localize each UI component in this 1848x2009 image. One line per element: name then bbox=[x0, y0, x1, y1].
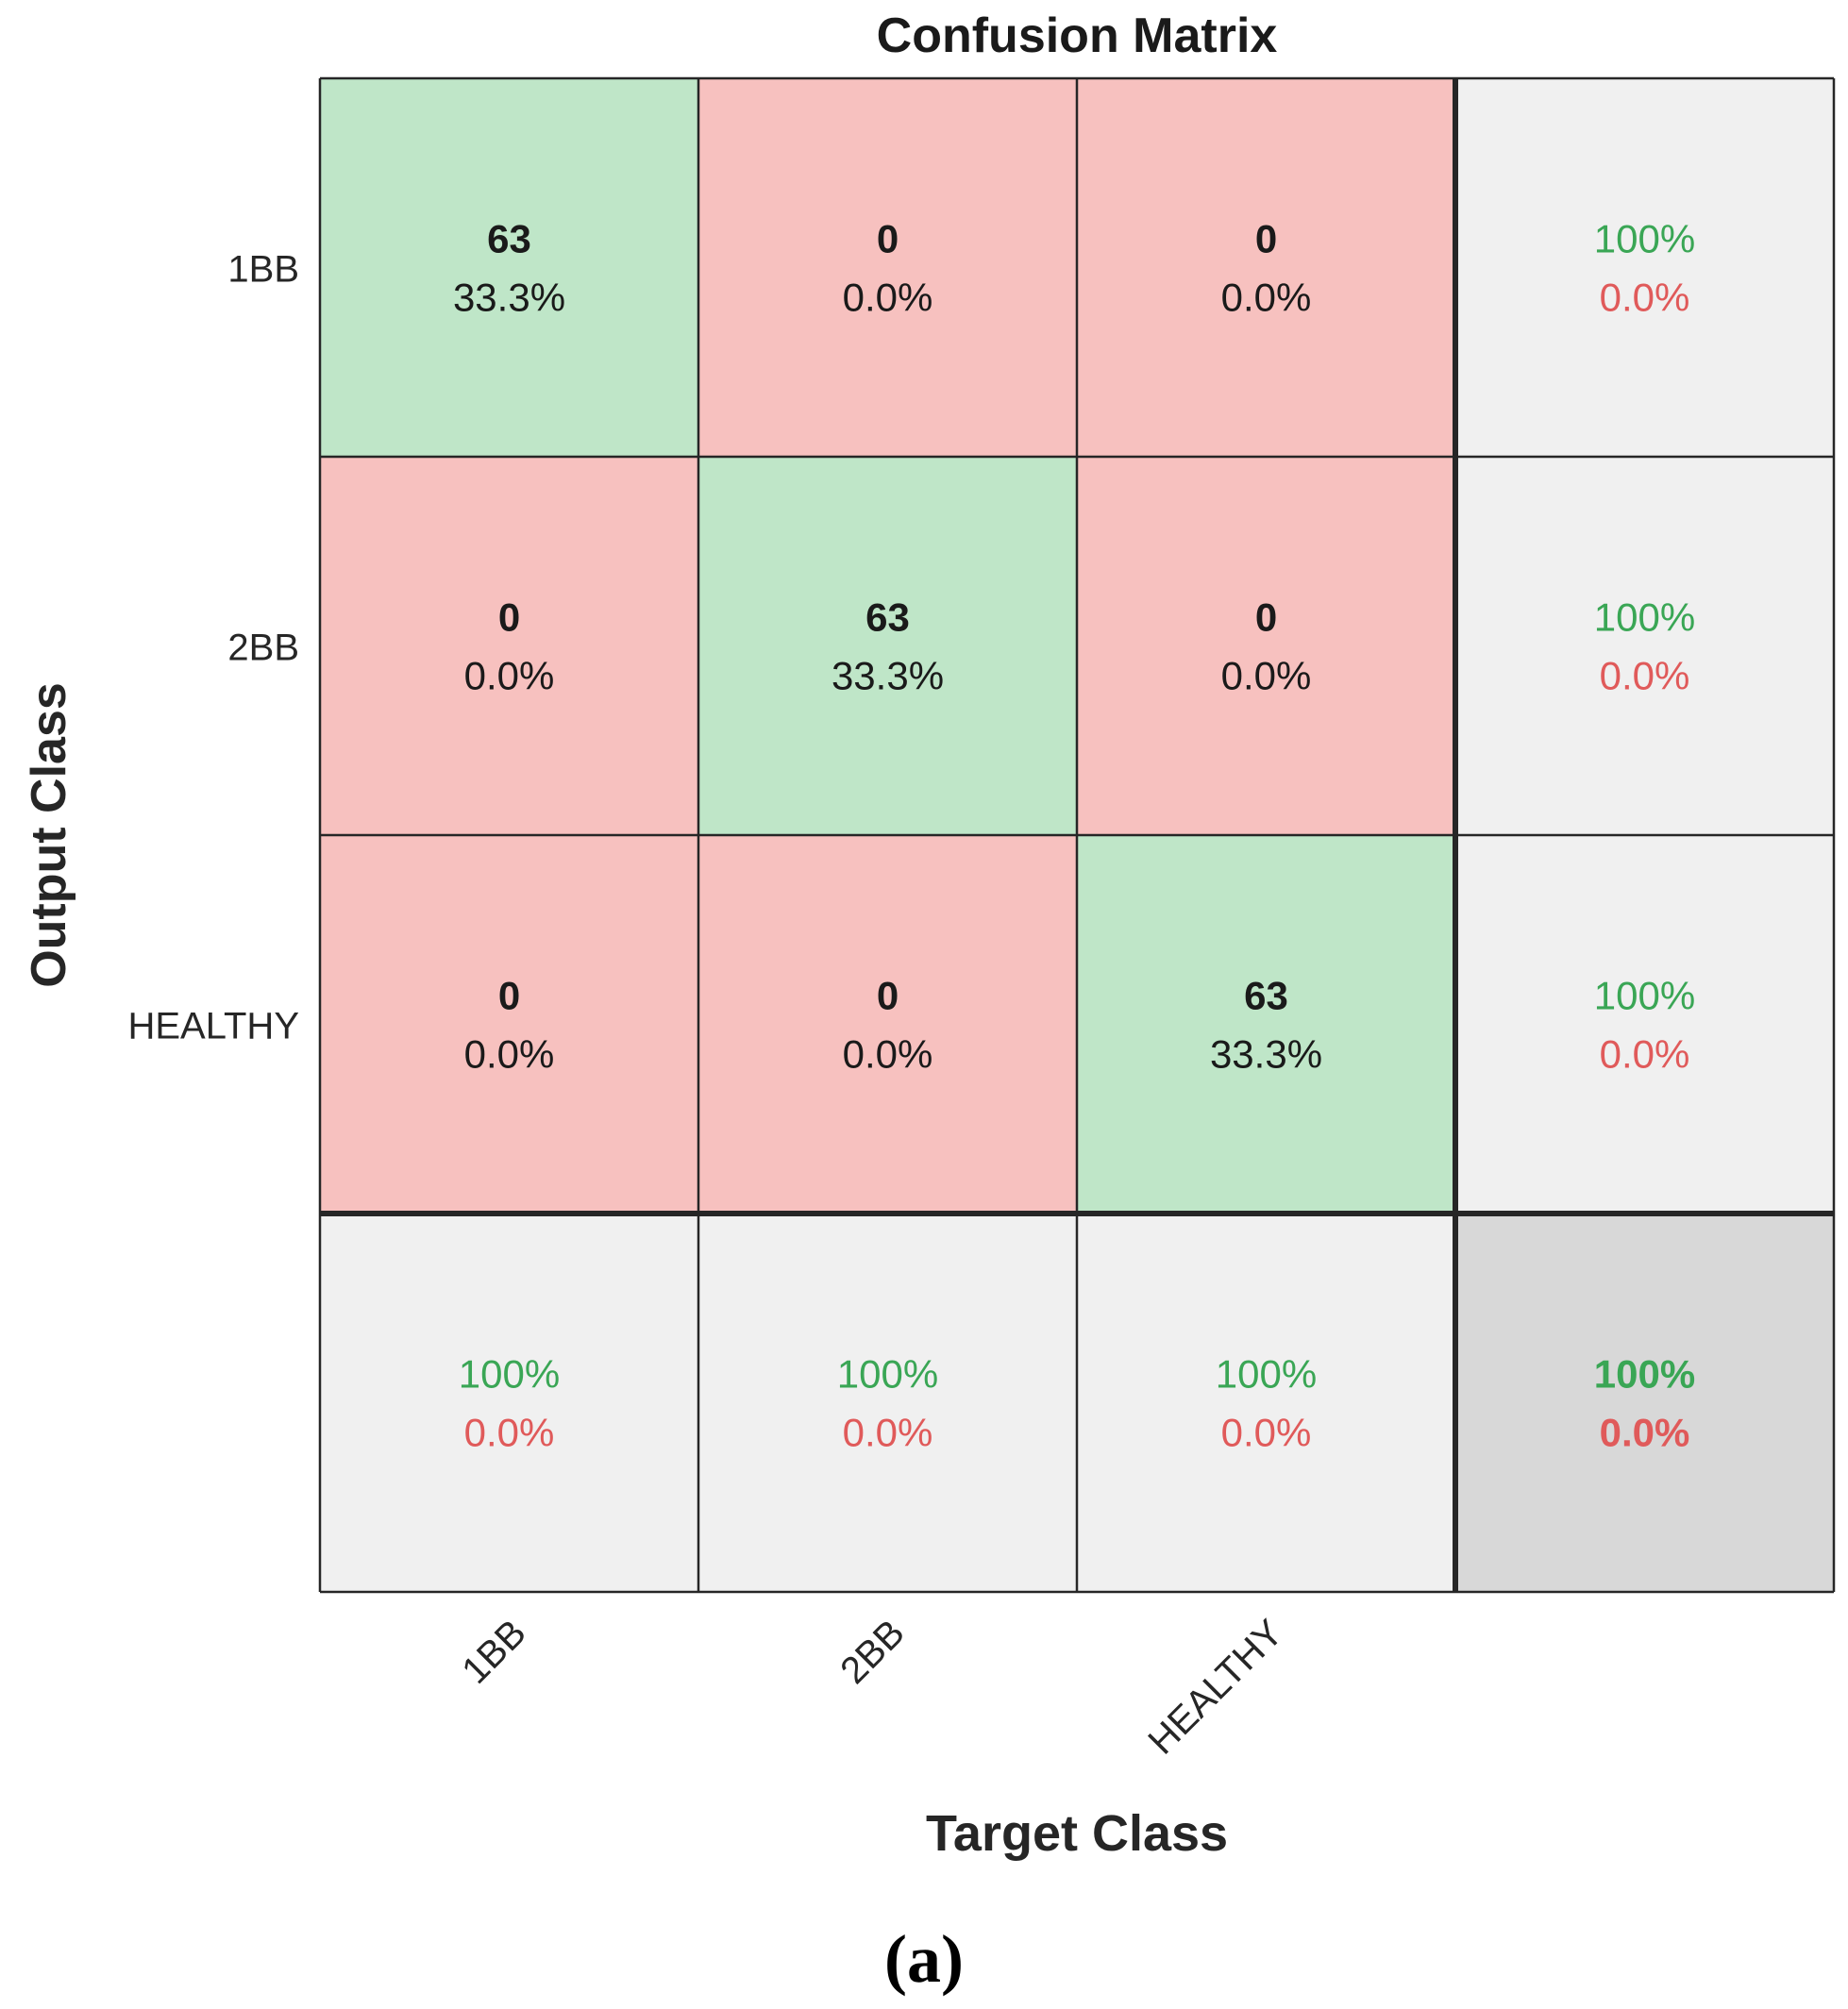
x-tick-label: 2BB bbox=[832, 1612, 913, 1692]
cell-percent: 0.0% bbox=[843, 276, 933, 320]
y-tick-label: 2BB bbox=[227, 628, 299, 669]
matrix-cell bbox=[320, 1214, 698, 1592]
column-summary-incorrect: 0.0% bbox=[843, 1411, 933, 1455]
column-summary-incorrect: 0.0% bbox=[1221, 1411, 1312, 1455]
matrix-cell bbox=[1455, 1214, 1834, 1592]
cell-percent: 33.3% bbox=[1210, 1032, 1322, 1077]
overall-incorrect: 0.0% bbox=[1600, 1411, 1690, 1455]
cell-percent: 0.0% bbox=[464, 654, 555, 698]
matrix-cell bbox=[320, 78, 698, 457]
row-summary-incorrect: 0.0% bbox=[1600, 276, 1690, 320]
cell-count: 63 bbox=[487, 217, 531, 261]
matrix-cell bbox=[320, 457, 698, 835]
matrix-cell bbox=[320, 835, 698, 1214]
cell-percent: 0.0% bbox=[464, 1032, 555, 1077]
cell-percent: 0.0% bbox=[1221, 654, 1312, 698]
row-summary-incorrect: 0.0% bbox=[1600, 1032, 1690, 1077]
cell-percent: 33.3% bbox=[453, 276, 565, 320]
matrix-cell bbox=[1077, 457, 1455, 835]
matrix-cell bbox=[698, 457, 1077, 835]
row-summary-incorrect: 0.0% bbox=[1600, 654, 1690, 698]
cell-count: 0 bbox=[498, 974, 520, 1018]
x-tick-label: HEALTHY bbox=[1140, 1612, 1290, 1762]
row-summary-correct: 100% bbox=[1594, 217, 1695, 261]
column-summary-correct: 100% bbox=[459, 1352, 560, 1397]
matrix-cell bbox=[1455, 78, 1834, 457]
matrix-cell bbox=[1077, 835, 1455, 1214]
cell-count: 0 bbox=[877, 974, 899, 1018]
cell-count: 0 bbox=[877, 217, 899, 261]
y-tick-label: 1BB bbox=[227, 249, 299, 291]
panel-label: (a) bbox=[884, 1921, 964, 1997]
cell-count: 0 bbox=[1255, 595, 1277, 640]
chart-title: Confusion Matrix bbox=[876, 8, 1278, 63]
matrix-cell bbox=[698, 78, 1077, 457]
x-axis-label: Target Class bbox=[925, 1805, 1229, 1862]
matrix-cell bbox=[1455, 457, 1834, 835]
cell-percent: 33.3% bbox=[832, 654, 944, 698]
matrix-cell bbox=[698, 1214, 1077, 1592]
x-tick-label: 1BB bbox=[454, 1612, 534, 1692]
cell-count: 0 bbox=[1255, 217, 1277, 261]
matrix-cell bbox=[1077, 78, 1455, 457]
row-summary-correct: 100% bbox=[1594, 595, 1695, 640]
column-summary-correct: 100% bbox=[837, 1352, 938, 1397]
cell-count: 0 bbox=[498, 595, 520, 640]
y-tick-label: HEALTHY bbox=[127, 1006, 299, 1047]
row-summary-correct: 100% bbox=[1594, 974, 1695, 1018]
cell-count: 63 bbox=[1244, 974, 1288, 1018]
column-summary-incorrect: 0.0% bbox=[464, 1411, 555, 1455]
column-summary-correct: 100% bbox=[1216, 1352, 1317, 1397]
overall-correct: 100% bbox=[1594, 1352, 1695, 1397]
matrix-cell bbox=[1077, 1214, 1455, 1592]
matrix-cell bbox=[698, 835, 1077, 1214]
matrix-cell bbox=[1455, 835, 1834, 1214]
cell-percent: 0.0% bbox=[1221, 276, 1312, 320]
cell-percent: 0.0% bbox=[843, 1032, 933, 1077]
cell-count: 63 bbox=[865, 595, 910, 640]
